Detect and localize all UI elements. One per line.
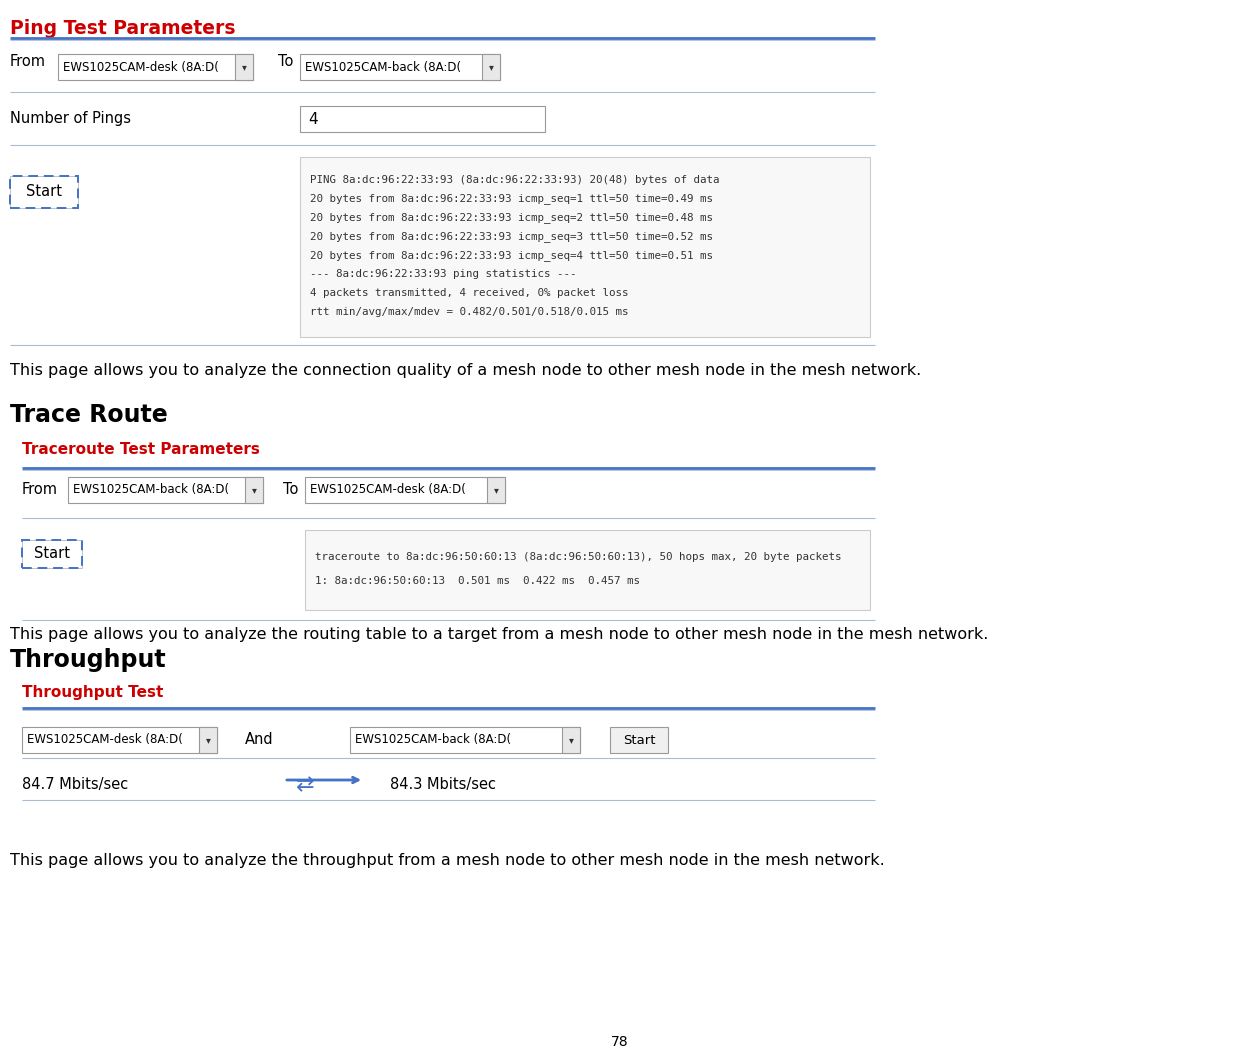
Text: ▾: ▾ (252, 485, 257, 495)
Text: 20 bytes from 8a:dc:96:22:33:93 icmp_seq=3 ttl=50 time=0.52 ms: 20 bytes from 8a:dc:96:22:33:93 icmp_seq… (310, 231, 714, 243)
Text: traceroute to 8a:dc:96:50:60:13 (8a:dc:96:50:60:13), 50 hops max, 20 byte packet: traceroute to 8a:dc:96:50:60:13 (8a:dc:9… (315, 552, 841, 562)
FancyBboxPatch shape (300, 54, 500, 80)
Text: Start: Start (26, 184, 62, 199)
FancyBboxPatch shape (562, 726, 580, 753)
FancyBboxPatch shape (22, 726, 217, 753)
Text: EWS1025CAM-desk (8A:D(: EWS1025CAM-desk (8A:D( (27, 734, 182, 747)
Text: Start: Start (34, 546, 69, 561)
Text: 20 bytes from 8a:dc:96:22:33:93 icmp_seq=1 ttl=50 time=0.49 ms: 20 bytes from 8a:dc:96:22:33:93 icmp_seq… (310, 194, 714, 204)
FancyBboxPatch shape (300, 157, 870, 337)
Text: This page allows you to analyze the throughput from a mesh node to other mesh no: This page allows you to analyze the thro… (10, 852, 885, 867)
FancyBboxPatch shape (486, 477, 505, 503)
FancyBboxPatch shape (350, 726, 580, 753)
FancyBboxPatch shape (199, 726, 217, 753)
FancyBboxPatch shape (300, 106, 545, 132)
FancyBboxPatch shape (305, 477, 505, 503)
Text: ▾: ▾ (489, 62, 494, 72)
Text: 78: 78 (611, 1035, 629, 1049)
FancyBboxPatch shape (244, 477, 263, 503)
FancyBboxPatch shape (235, 54, 253, 80)
Text: EWS1025CAM-back (8A:D(: EWS1025CAM-back (8A:D( (355, 734, 511, 747)
Text: Start: Start (623, 734, 655, 747)
Text: 84.7 Mbits/sec: 84.7 Mbits/sec (22, 777, 128, 792)
Text: To: To (283, 483, 298, 498)
Text: --- 8a:dc:96:22:33:93 ping statistics ---: --- 8a:dc:96:22:33:93 ping statistics --… (310, 269, 577, 280)
Text: ▾: ▾ (494, 485, 499, 495)
Text: EWS1025CAM-back (8A:D(: EWS1025CAM-back (8A:D( (73, 484, 230, 497)
Text: Number of Pings: Number of Pings (10, 110, 132, 126)
FancyBboxPatch shape (68, 477, 263, 503)
Text: 1: 8a:dc:96:50:60:13  0.501 ms  0.422 ms  0.457 ms: 1: 8a:dc:96:50:60:13 0.501 ms 0.422 ms 0… (315, 576, 640, 586)
Text: ⇄: ⇄ (295, 775, 314, 795)
FancyBboxPatch shape (58, 54, 253, 80)
Text: ▾: ▾ (242, 62, 247, 72)
Text: 84.3 Mbits/sec: 84.3 Mbits/sec (390, 777, 496, 792)
Text: ▾: ▾ (206, 735, 211, 744)
Text: 4 packets transmitted, 4 received, 0% packet loss: 4 packets transmitted, 4 received, 0% pa… (310, 288, 628, 299)
Text: EWS1025CAM-desk (8A:D(: EWS1025CAM-desk (8A:D( (310, 484, 465, 497)
Text: 20 bytes from 8a:dc:96:22:33:93 icmp_seq=2 ttl=50 time=0.48 ms: 20 bytes from 8a:dc:96:22:33:93 icmp_seq… (310, 213, 714, 223)
Text: This page allows you to analyze the connection quality of a mesh node to other m: This page allows you to analyze the conn… (10, 362, 921, 377)
Text: ▾: ▾ (568, 735, 573, 744)
Text: And: And (244, 733, 273, 748)
Text: 4: 4 (308, 111, 318, 126)
FancyBboxPatch shape (22, 540, 82, 568)
Text: EWS1025CAM-back (8A:D(: EWS1025CAM-back (8A:D( (305, 60, 462, 73)
Text: Throughput: Throughput (10, 648, 166, 672)
Text: Throughput Test: Throughput Test (22, 684, 164, 700)
Text: From: From (10, 54, 46, 70)
Text: To: To (278, 54, 293, 70)
Text: Trace Route: Trace Route (10, 403, 168, 427)
Text: 20 bytes from 8a:dc:96:22:33:93 icmp_seq=4 ttl=50 time=0.51 ms: 20 bytes from 8a:dc:96:22:33:93 icmp_seq… (310, 250, 714, 261)
FancyBboxPatch shape (10, 176, 78, 208)
Text: Ping Test Parameters: Ping Test Parameters (10, 18, 236, 37)
FancyBboxPatch shape (305, 530, 870, 610)
Text: Traceroute Test Parameters: Traceroute Test Parameters (22, 443, 259, 457)
FancyBboxPatch shape (611, 726, 668, 753)
Text: This page allows you to analyze the routing table to a target from a mesh node t: This page allows you to analyze the rout… (10, 628, 988, 643)
FancyBboxPatch shape (482, 54, 500, 80)
Text: From: From (22, 483, 58, 498)
Text: EWS1025CAM-desk (8A:D(: EWS1025CAM-desk (8A:D( (63, 60, 218, 73)
Text: PING 8a:dc:96:22:33:93 (8a:dc:96:22:33:93) 20(48) bytes of data: PING 8a:dc:96:22:33:93 (8a:dc:96:22:33:9… (310, 175, 720, 185)
Text: rtt min/avg/max/mdev = 0.482/0.501/0.518/0.015 ms: rtt min/avg/max/mdev = 0.482/0.501/0.518… (310, 307, 628, 317)
